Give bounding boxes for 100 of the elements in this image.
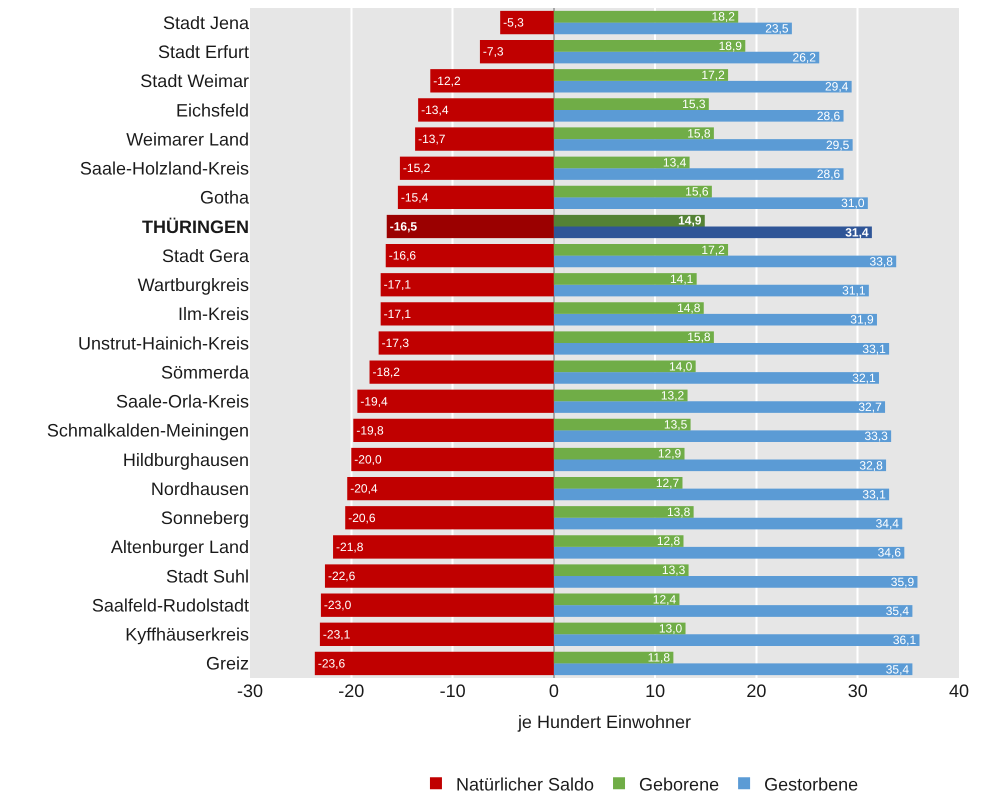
data-label: 13,5 <box>664 418 688 432</box>
bar <box>554 314 877 326</box>
bar <box>554 477 682 489</box>
bar <box>554 418 691 430</box>
x-tick-label: -10 <box>440 681 466 701</box>
data-label: -20,6 <box>348 510 376 525</box>
data-label: 14,9 <box>678 214 702 228</box>
bar <box>357 390 554 413</box>
y-tick-label: Weimarer Land <box>126 129 249 150</box>
data-label: -7,3 <box>482 44 504 59</box>
bar <box>554 52 820 64</box>
data-label: 14,8 <box>677 301 701 316</box>
x-tick-label: 10 <box>645 681 666 701</box>
y-tick-label: Stadt Weimar <box>140 71 250 92</box>
data-label: -15,2 <box>402 161 431 176</box>
bar <box>398 186 554 209</box>
data-label: -15,4 <box>400 190 429 204</box>
data-label: 12,9 <box>658 446 682 461</box>
data-label: -21,8 <box>336 540 364 554</box>
data-label: 35,9 <box>890 574 914 589</box>
bar <box>554 256 896 268</box>
bar <box>353 418 554 442</box>
data-label: 29,4 <box>824 80 849 94</box>
data-label: -17,1 <box>384 306 412 321</box>
data-label: 31,4 <box>845 225 869 240</box>
data-label: 11,8 <box>648 650 670 665</box>
data-label: 13,8 <box>666 504 691 519</box>
data-label: -19,8 <box>356 423 384 438</box>
data-label: -23,0 <box>324 598 352 612</box>
y-tick-label: Nordhausen <box>150 478 249 499</box>
bar <box>554 273 697 285</box>
data-label: 13,4 <box>662 155 687 170</box>
data-label: 12,7 <box>656 476 680 490</box>
bar <box>554 22 792 34</box>
bar <box>554 546 904 559</box>
y-tick-label: Sonneberg <box>160 508 249 528</box>
bar <box>554 448 685 460</box>
data-label: -19,4 <box>360 394 388 408</box>
y-tick-label: Sömmerda <box>160 362 250 382</box>
y-tick-label: Greiz <box>206 654 249 674</box>
bar <box>554 69 728 81</box>
data-label: -13,7 <box>418 132 446 146</box>
bar <box>554 594 680 606</box>
data-label: 13,0 <box>658 621 683 636</box>
data-label: 31,9 <box>850 312 874 327</box>
data-label: -16,5 <box>390 219 418 234</box>
data-label: 28,6 <box>816 167 841 182</box>
y-tick-label: Saalfeld-Rudolstadt <box>92 595 249 616</box>
y-tick-label: Ilm-Kreis <box>178 304 249 324</box>
bar <box>554 110 844 122</box>
y-tick-label: Saale-Holzland-Kreis <box>80 158 249 179</box>
y-tick-label: Stadt Erfurt <box>158 42 249 62</box>
data-label: -17,3 <box>382 336 410 350</box>
data-label: 23,5 <box>765 21 789 36</box>
bar <box>380 302 554 326</box>
y-tick-label: Eichsfeld <box>176 100 249 120</box>
bar <box>554 401 886 413</box>
y-tick-label: Gotha <box>200 188 250 208</box>
data-label: 12,8 <box>656 534 680 548</box>
bar <box>554 244 728 256</box>
data-label: 33,8 <box>870 254 894 268</box>
y-tick-label: Kyffhäuserkreis <box>125 624 249 645</box>
bar <box>400 156 554 180</box>
data-label: 13,2 <box>660 388 685 402</box>
bar <box>554 226 872 238</box>
bar <box>554 372 879 384</box>
bar <box>380 273 554 296</box>
bar <box>554 460 886 472</box>
bar <box>320 594 554 617</box>
data-label: -20,0 <box>354 452 382 467</box>
bar <box>554 343 890 355</box>
y-tick-label: Wartburgkreis <box>138 275 249 296</box>
bar <box>554 80 852 92</box>
data-label: 34,6 <box>878 546 902 560</box>
bar <box>415 127 554 151</box>
bar <box>554 506 694 518</box>
data-label: 12,4 <box>652 592 676 606</box>
bar <box>430 69 554 92</box>
data-label: 17,2 <box>701 242 726 257</box>
bar <box>554 663 912 676</box>
bar <box>554 302 704 314</box>
bar <box>554 564 689 576</box>
data-label: 32,8 <box>859 458 884 472</box>
data-label: 31,1 <box>842 284 866 298</box>
y-tick-label: THÜRINGEN <box>142 216 249 237</box>
bar <box>480 40 554 64</box>
data-label: 18,2 <box>712 10 736 24</box>
bar <box>418 98 554 122</box>
y-tick-label: Schmalkalden-Meiningen <box>46 420 249 441</box>
bar <box>554 652 674 664</box>
bar <box>386 244 554 268</box>
bar <box>314 652 554 676</box>
data-label: 35,4 <box>886 662 910 676</box>
data-label: -20,4 <box>350 482 378 496</box>
bar <box>554 634 920 646</box>
data-label: -17,1 <box>384 278 412 292</box>
bar <box>554 10 738 23</box>
data-label: 33,1 <box>862 342 886 356</box>
data-label: 15,8 <box>687 330 711 344</box>
bar <box>500 10 554 34</box>
